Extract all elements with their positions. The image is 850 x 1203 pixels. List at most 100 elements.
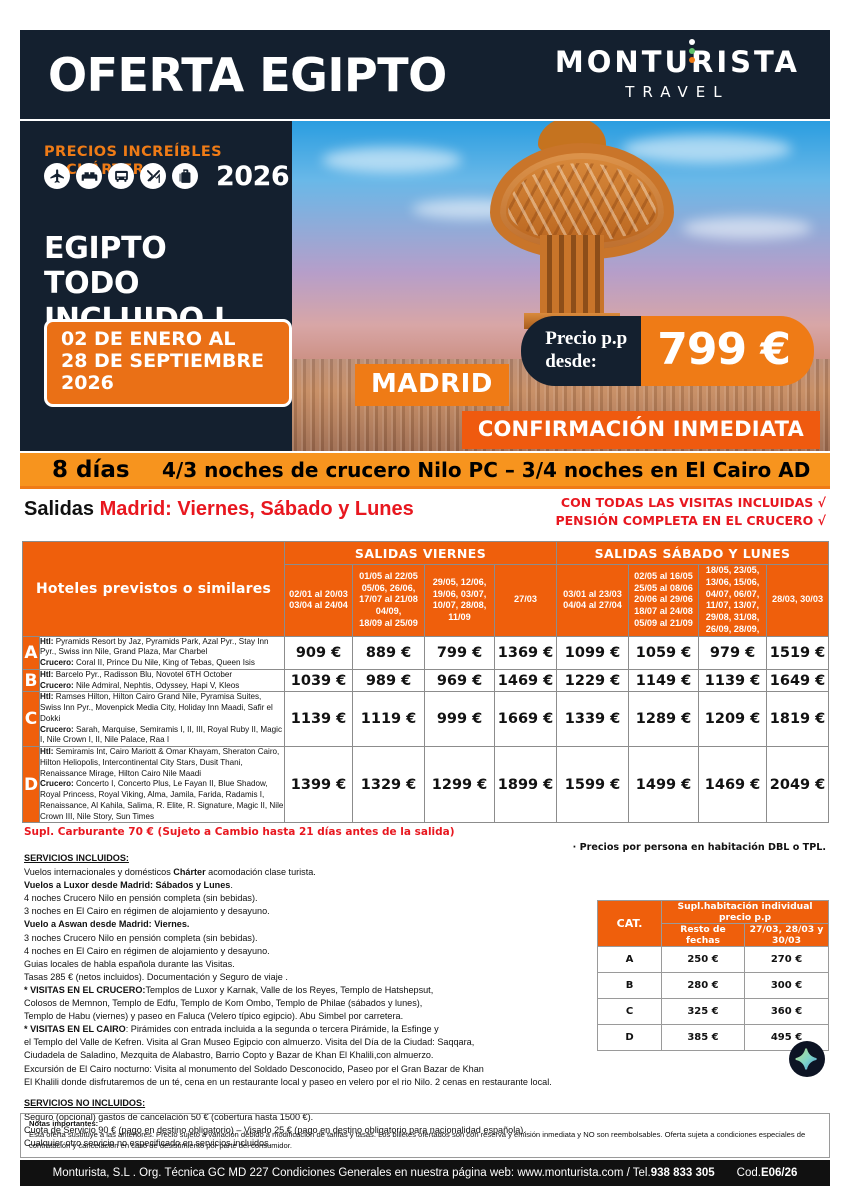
- price-cell: 1139 €: [698, 668, 768, 693]
- hotel-list-cell: Htl: Barcelo Pyr., Radisson Blu, Novotel…: [38, 668, 286, 693]
- table-date-column-1: 02/01 al 20/03 03/04 al 24/04: [284, 564, 354, 637]
- price-cell: 2049 €: [766, 746, 830, 824]
- footer-bar: Monturista, S.L . Org. Técnica GC MD 227…: [20, 1160, 830, 1186]
- origin-badge: MADRID: [355, 364, 509, 406]
- supplement-especial: 270 €: [743, 946, 830, 973]
- supplement-cat: A: [597, 946, 662, 973]
- price-cell: 1669 €: [494, 691, 558, 748]
- service-line: * VISITAS EN EL CRUCERO:Templos de Luxor…: [24, 984, 434, 995]
- service-line: Vuelos internacionales y domésticos Chár…: [24, 867, 316, 878]
- table-date-column-3: 29/05, 12/06, 19/06, 03/07, 10/07, 28/08, 1…: [424, 564, 496, 637]
- hotel-list-cell: Htl: Ramses Hilton, Hilton Cairo Grand N…: [38, 691, 286, 748]
- price-table: Hoteles previstos o similares SALIDAS VIE…: [21, 541, 830, 824]
- service-line: 4 noches en El Cairo en régimen de aloja…: [24, 945, 270, 956]
- price-cell: 1339 €: [556, 691, 630, 748]
- date-range-badge: 02 DE ENERO AL 28 DE SEPTIEMBRE 2026: [44, 319, 292, 407]
- supplement-cat-header: CAT.: [597, 900, 662, 947]
- supplement-main-header: Supl.habitación individual precio p.p: [660, 900, 830, 924]
- service-line: Tasas 285 € (netos incluidos). Documenta…: [24, 971, 288, 982]
- supplement-cat: B: [597, 972, 662, 999]
- hero-left-panel: PRECIOS INCREÍBLES CHÁRTER: [20, 121, 292, 451]
- supplement-resto: 280 €: [661, 972, 745, 999]
- service-line: el Templo del Valle de Kefren. Visita al…: [24, 1037, 475, 1048]
- hotel-list-cell: Htl: Pyramids Resort by Jaz, Pyramids Pa…: [38, 635, 286, 670]
- sparkle-badge-icon: [789, 1041, 825, 1077]
- page-title: OFERTA EGIPTO: [48, 47, 447, 102]
- supplement-especial: 300 €: [743, 972, 830, 999]
- price-cell: 889 €: [352, 635, 426, 670]
- table-row: C Htl: Ramses Hilton, Hilton Cairo Grand …: [22, 691, 830, 748]
- footer-text: Monturista, S.L . Org. Técnica GC MD 227…: [52, 1167, 651, 1179]
- brand-subtitle: TRAVEL: [625, 83, 730, 101]
- price-cell: 1469 €: [494, 668, 558, 693]
- service-line: * VISITAS EN EL CAIRO: Pirámides con ent…: [24, 1024, 439, 1035]
- table-group-sabado-lunes: SALIDAS SÁBADO Y LUNES: [556, 541, 830, 565]
- table-header-hotels: Hoteles previstos o similares: [21, 541, 286, 637]
- luggage-icon: [172, 163, 198, 189]
- important-notes-body: Esta oferta sustituye a las anteriores. …: [29, 1130, 806, 1151]
- service-line: Vuelo a Aswan desde Madrid: Viernes.: [24, 919, 190, 930]
- table-date-column-8: 28/03, 30/03: [766, 564, 830, 637]
- cutlery-icon: [140, 163, 166, 189]
- important-notes-box: Notas importantes: Esta oferta sustituye…: [20, 1113, 830, 1158]
- supplement-sub-header-1: Resto de fechas: [661, 923, 745, 947]
- confirmation-badge: CONFIRMACIÓN INMEDIATA: [461, 411, 820, 449]
- service-line: Guias locales de habla española durante …: [24, 958, 235, 969]
- departures-highlight: Madrid: Viernes, Sábado y Lunes: [99, 498, 414, 520]
- price-cell: 1299 €: [424, 746, 496, 824]
- year-label: 2026: [216, 161, 290, 192]
- price-cell: 1599 €: [556, 746, 630, 824]
- trip-summary-bar: 8 días 4/3 noches de crucero Nilo PC – 3…: [20, 453, 830, 489]
- price-cell: 1139 €: [284, 691, 354, 748]
- single-room-supplement-table: CAT. Supl.habitación individual precio p.…: [597, 900, 830, 1051]
- date-range-line2: 28 DE SEPTIEMBRE 2026: [61, 349, 265, 394]
- trip-description: 4/3 noches de crucero Nilo PC – 3/4 noch…: [162, 457, 811, 482]
- price-cell: 1059 €: [628, 635, 700, 670]
- price-cell: 1099 €: [556, 635, 630, 670]
- brand-dots-icon: [688, 39, 695, 66]
- supplement-cat: C: [597, 998, 662, 1025]
- date-range-line1: 02 DE ENERO AL: [61, 328, 236, 350]
- supplement-row: B 280 €300 €: [597, 972, 830, 999]
- supplement-resto: 250 €: [661, 946, 745, 973]
- price-cell: 1039 €: [284, 668, 354, 693]
- table-date-column-2: 01/05 al 22/05 05/06, 26/06, 17/07 al 21/0…: [352, 564, 426, 637]
- supplement-especial: 360 €: [743, 998, 830, 1025]
- service-line: Excursión de El Cairo nocturno: Visita a…: [24, 1063, 484, 1074]
- service-line: Colosos de Memnon, Templo de Edfu, Templ…: [24, 998, 423, 1009]
- service-line: Ciudadela de Saladino, Mezquita de Alaba…: [24, 1050, 434, 1061]
- header-bar: OFERTA EGIPTO MONTURISTA TRAVEL: [20, 30, 830, 119]
- supplement-row: A 250 €270 €: [597, 946, 830, 973]
- service-line: Templo de Habu (viernes) y paseo en Falu…: [24, 1011, 404, 1022]
- service-line: El Khalili donde disfrutaremos de un té,…: [24, 1076, 552, 1087]
- plane-icon: [44, 163, 70, 189]
- category-cell: A: [22, 635, 40, 670]
- price-cell: 1209 €: [698, 691, 768, 748]
- price-cell: 909 €: [284, 635, 354, 670]
- price-cell: 799 €: [424, 635, 496, 670]
- supplement-row: C 325 €360 €: [597, 998, 830, 1025]
- visits-note-line1: CON TODAS LAS VISITAS INCLUIDAS √: [560, 495, 826, 510]
- supplement-resto: 325 €: [661, 998, 745, 1025]
- table-date-column-6: 02/05 al 16/05 25/05 al 08/06 20/06 al 29/…: [628, 564, 700, 637]
- table-group-viernes: SALIDAS VIERNES: [284, 541, 558, 565]
- important-notes-title: Notas importantes:: [29, 1119, 99, 1128]
- price-cell: 1499 €: [628, 746, 700, 824]
- price-label: Precio p.p desde:: [521, 316, 642, 386]
- hero-headline-line1: EGIPTO: [44, 231, 167, 266]
- price-cell: 1519 €: [766, 635, 830, 670]
- price-cell: 1149 €: [628, 668, 700, 693]
- services-included-title: SERVICIOS INCLUIDOS:: [24, 853, 129, 863]
- service-line: Cuota de Servicio 90 € (pago en destino …: [24, 1124, 526, 1135]
- footer-code: E06/26: [760, 1167, 798, 1179]
- price-badge: Precio p.p desde: 799 €: [521, 316, 814, 386]
- service-line: 3 noches Crucero Nilo en pensión complet…: [24, 932, 258, 943]
- hero-section: PRECIOS INCREÍBLES CHÁRTER: [20, 121, 830, 451]
- departures-heading: Salidas Madrid: Viernes, Sábado y Lunes: [24, 498, 414, 521]
- trip-days: 8 días: [52, 456, 130, 483]
- price-cell: 989 €: [352, 668, 426, 693]
- price-cell: 1369 €: [494, 635, 558, 670]
- table-date-column-4: 27/03: [494, 564, 558, 637]
- services-not-included-title: SERVICIOS NO INCLUIDOS:: [24, 1097, 146, 1108]
- services-section: SERVICIOS INCLUIDOS: Vuelos internaciona…: [24, 852, 584, 1150]
